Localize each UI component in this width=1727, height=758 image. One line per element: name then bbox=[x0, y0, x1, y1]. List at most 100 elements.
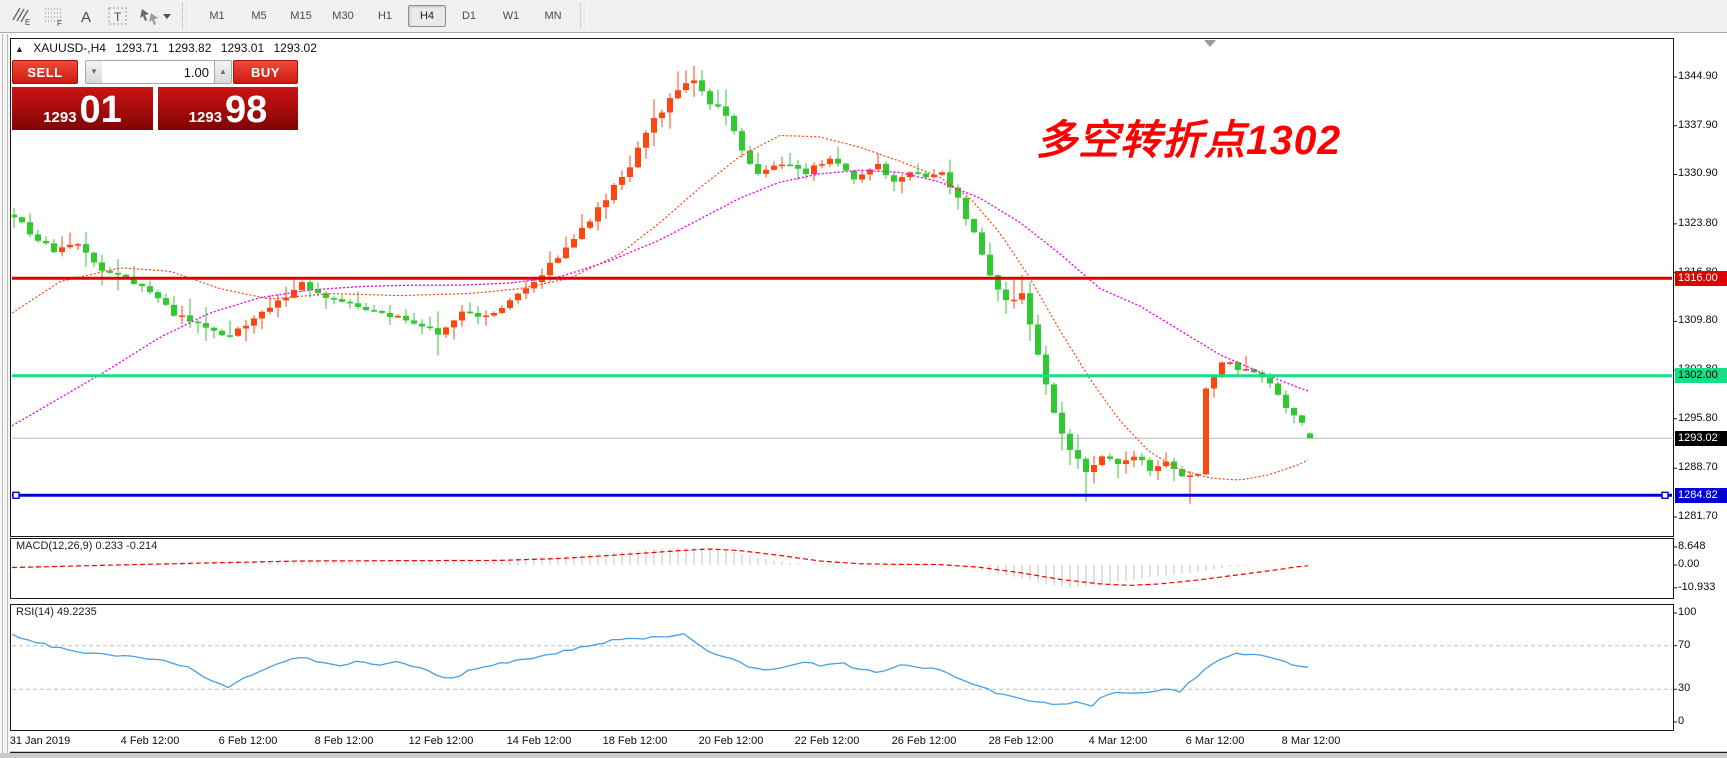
hatch-expert-tool-button[interactable]: E bbox=[6, 2, 38, 30]
chart-window-background bbox=[0, 34, 1727, 758]
macd-histogram bbox=[13, 547, 1311, 588]
macd-tick-0.00: 0.00 bbox=[1678, 558, 1700, 570]
price-tick-1337.90: 1337.90 bbox=[1678, 118, 1718, 131]
buy-price-small: 1293 bbox=[188, 109, 223, 126]
time-tick-4-Mar-12-00: 4 Mar 12:00 bbox=[1088, 735, 1148, 747]
timeframe-m15-button[interactable]: M15 bbox=[290, 10, 312, 22]
current-bid-badge: 1293.02 bbox=[1675, 430, 1727, 446]
sell-price-small: 1293 bbox=[43, 109, 77, 126]
main-chart-pane bbox=[10, 38, 1674, 537]
price-tick-1309.80: 1309.80 bbox=[1678, 314, 1718, 327]
volume-input[interactable] bbox=[102, 60, 215, 84]
ma-fast-line[interactable] bbox=[12, 134, 1309, 481]
volume-decrease-button[interactable]: ▼ bbox=[85, 60, 103, 84]
symbol-period-label: XAUUSD-,H4 bbox=[33, 41, 106, 55]
price-tick-1330.90: 1330.90 bbox=[1678, 167, 1718, 180]
price-tick-1295.80: 1295.80 bbox=[1678, 411, 1718, 424]
timeframe-mn-button[interactable]: MN bbox=[544, 10, 562, 22]
one-click-trade-panel: SELL ▼ ▲ BUY 1293 01 1293 98 bbox=[12, 60, 298, 130]
rsi-tick-70: 70 bbox=[1678, 638, 1691, 651]
support-line-1284-endpoint-left[interactable] bbox=[12, 491, 20, 499]
window-bottom-edge bbox=[0, 753, 1727, 758]
rsi-tick-0: 0 bbox=[1678, 715, 1685, 727]
price-tick-1288.70: 1288.70 bbox=[1678, 461, 1718, 474]
macd-tick--10.933: -10.933 bbox=[1678, 580, 1716, 593]
svg-text:F: F bbox=[57, 19, 62, 27]
time-tick-8-Feb-12-00: 8 Feb 12:00 bbox=[314, 735, 374, 747]
macd-signal-line bbox=[12, 548, 1309, 586]
time-tick-6-Mar-12-00: 6 Mar 12:00 bbox=[1185, 735, 1245, 747]
price-level-badge-1316.00: 1316.00 bbox=[1675, 270, 1727, 286]
panel-collapse-icon[interactable]: ▲ bbox=[15, 44, 24, 54]
quote-open: 1293.71 bbox=[115, 41, 159, 55]
time-tick-20-Feb-12-00: 20 Feb 12:00 bbox=[698, 735, 764, 747]
rsi-layer bbox=[12, 633, 1672, 707]
ma-slow-line[interactable] bbox=[12, 169, 1309, 427]
time-tick-28-Feb-12-00: 28 Feb 12:00 bbox=[988, 735, 1054, 747]
macd-tick-8.648: 8.648 bbox=[1678, 539, 1706, 552]
macd-pane bbox=[10, 538, 1674, 599]
rsi-line bbox=[12, 633, 1309, 707]
buy-button[interactable]: BUY bbox=[233, 60, 298, 84]
timeframe-w1-button[interactable]: W1 bbox=[502, 10, 520, 22]
support-line-1284-endpoint-right[interactable] bbox=[1661, 491, 1669, 499]
rsi-pane bbox=[10, 604, 1674, 731]
sell-price-display[interactable]: 1293 01 bbox=[12, 87, 153, 130]
rsi-tick-100: 100 bbox=[1678, 606, 1697, 618]
shapes-dropdown-icon bbox=[140, 9, 171, 25]
time-tick-18-Feb-12-00: 18 Feb 12:00 bbox=[602, 735, 668, 747]
text-label-tool-button[interactable]: T bbox=[102, 2, 134, 30]
quote-bar: ▲ XAUUSD-,H4 1293.71 1293.82 1293.01 129… bbox=[15, 41, 323, 55]
pane-frames bbox=[10, 38, 1674, 731]
svg-text:A: A bbox=[81, 9, 91, 26]
buy-price-display[interactable]: 1293 98 bbox=[158, 87, 298, 130]
time-tick-12-Feb-12-00: 12 Feb 12:00 bbox=[408, 735, 474, 747]
rsi-indicator-label: RSI(14) 49.2235 bbox=[16, 606, 97, 618]
timeframe-h1-button[interactable]: H1 bbox=[377, 10, 393, 22]
font-tool-button[interactable]: A bbox=[70, 2, 102, 30]
price-level-badge-1284.82: 1284.82 bbox=[1675, 487, 1727, 503]
font-a-icon: A bbox=[81, 9, 91, 26]
axis-tick-marks bbox=[1673, 76, 1677, 723]
shapes-tool-button[interactable] bbox=[134, 2, 176, 30]
sell-price-big: 01 bbox=[79, 89, 122, 131]
toolbar-separator bbox=[182, 3, 190, 29]
timeframe-h4-button[interactable]: H4 bbox=[408, 5, 446, 27]
timeframe-group: M1 M5 M15 M30 H1 H4 D1 W1 MN bbox=[196, 5, 574, 27]
chart-text-annotation[interactable]: 多空转折点1302 bbox=[1036, 117, 1342, 163]
time-tick-8-Mar-12-00: 8 Mar 12:00 bbox=[1281, 735, 1341, 747]
price-axis[interactable] bbox=[1673, 38, 1727, 731]
price-tick-1281.70: 1281.70 bbox=[1678, 510, 1718, 522]
quote-close: 1293.02 bbox=[273, 41, 317, 55]
macd-layer bbox=[12, 547, 1311, 588]
quote-high: 1293.82 bbox=[168, 41, 212, 55]
macd-indicator-label: MACD(12,26,9) 0.233 -0.214 bbox=[16, 540, 158, 552]
hatch-expert-icon: E bbox=[12, 7, 30, 27]
candles-layer bbox=[12, 65, 1313, 504]
grid-fibo-icon: F bbox=[45, 8, 62, 27]
volume-increase-button[interactable]: ▲ bbox=[214, 60, 232, 84]
grid-fibo-tool-button[interactable]: F bbox=[38, 2, 70, 30]
quote-low: 1293.01 bbox=[220, 41, 265, 55]
toolbar-separator-2 bbox=[580, 3, 588, 29]
timeframe-m5-button[interactable]: M5 bbox=[251, 10, 267, 22]
time-tick-14-Feb-12-00: 14 Feb 12:00 bbox=[506, 735, 572, 747]
time-tick-31-Jan-2019: 31 Jan 2019 bbox=[9, 735, 71, 747]
text-label-t-icon: T bbox=[108, 7, 127, 25]
timeframe-m1-button[interactable]: M1 bbox=[209, 10, 225, 22]
left-panel-splitter[interactable] bbox=[0, 34, 10, 753]
timeframe-d1-button[interactable]: D1 bbox=[461, 10, 477, 22]
chart-shift-marker-icon[interactable] bbox=[1204, 40, 1216, 47]
price-tick-1344.90: 1344.90 bbox=[1678, 70, 1718, 82]
time-tick-22-Feb-12-00: 22 Feb 12:00 bbox=[794, 735, 860, 747]
timeframe-m30-button[interactable]: M30 bbox=[332, 10, 354, 22]
time-tick-4-Feb-12-00: 4 Feb 12:00 bbox=[120, 735, 180, 747]
price-tick-1323.80: 1323.80 bbox=[1678, 216, 1718, 229]
time-tick-26-Feb-12-00: 26 Feb 12:00 bbox=[891, 735, 957, 747]
price-level-badge-1302.00: 1302.00 bbox=[1675, 368, 1727, 384]
buy-price-big: 98 bbox=[225, 89, 268, 131]
rsi-tick-30: 30 bbox=[1678, 682, 1691, 695]
sell-button[interactable]: SELL bbox=[12, 60, 78, 84]
svg-text:E: E bbox=[25, 18, 30, 27]
